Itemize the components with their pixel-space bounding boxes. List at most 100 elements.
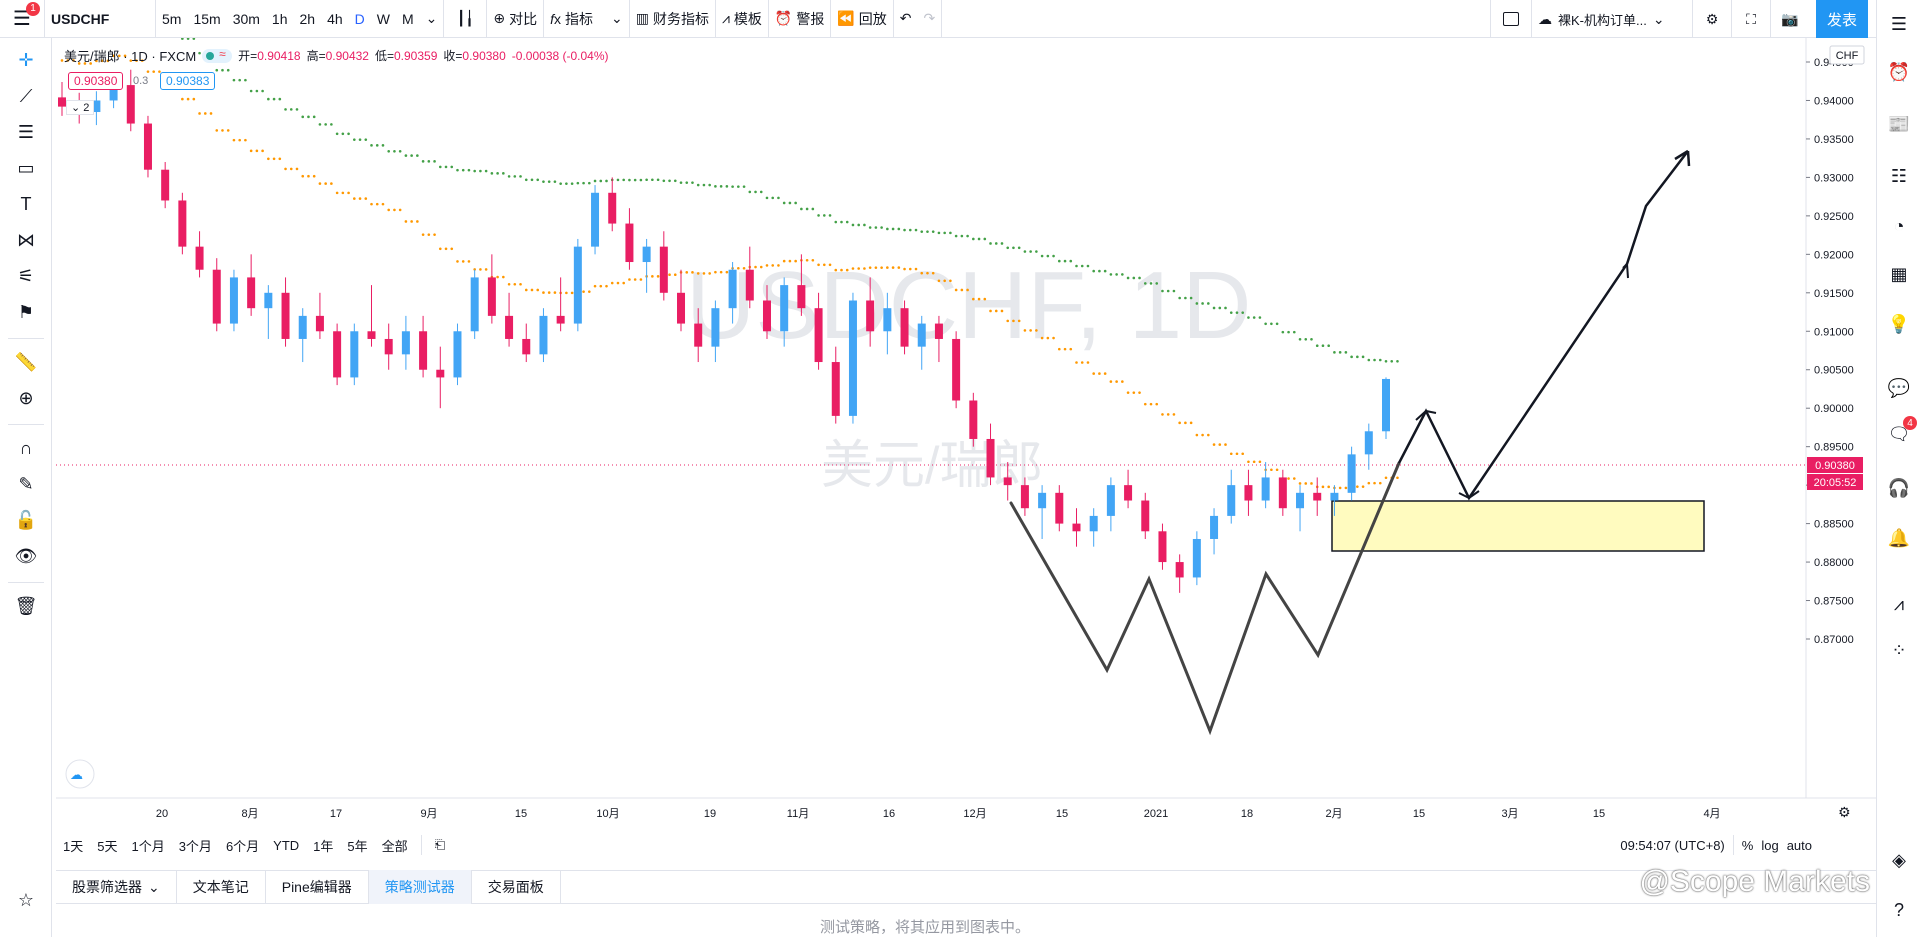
interval-1h[interactable]: 1h bbox=[271, 10, 288, 27]
range-5d[interactable]: 5天 bbox=[97, 838, 118, 854]
tab-pine-editor[interactable]: Pine编辑器 bbox=[266, 870, 369, 904]
ma-dot bbox=[771, 196, 775, 200]
chat-icon[interactable]: 🗨 4 bbox=[1885, 416, 1917, 448]
streams-icon[interactable]: 💬 bbox=[1887, 377, 1911, 398]
settings-button[interactable]: ⚙ bbox=[1693, 0, 1731, 38]
indicators-collapse-button[interactable]: ⌄ 2 bbox=[66, 100, 95, 115]
projection-path[interactable] bbox=[1397, 150, 1689, 501]
watchlist-icon[interactable]: ☰ bbox=[1890, 13, 1908, 34]
ma-dot bbox=[863, 223, 866, 227]
ma-dot bbox=[461, 168, 465, 172]
tab-strategy-tester[interactable]: 策略测试器 bbox=[368, 870, 472, 904]
alarm-clock-icon[interactable]: ⏰ bbox=[1887, 61, 1911, 82]
range-1d[interactable]: 1天 bbox=[63, 838, 84, 854]
layout-toggle-button[interactable] bbox=[1491, 0, 1531, 38]
magnet-icon[interactable]: ∩ bbox=[19, 437, 33, 458]
support-icon[interactable]: 🎧 bbox=[1887, 477, 1911, 498]
trendline-icon[interactable]: ⟋ bbox=[19, 85, 33, 106]
interval-30m[interactable]: 30m bbox=[232, 10, 260, 27]
currency-label[interactable]: CHF bbox=[1836, 50, 1859, 62]
data-window-icon[interactable]: ☷ bbox=[1890, 165, 1908, 186]
support-zone[interactable] bbox=[1331, 500, 1705, 552]
chart-type-button[interactable]: ┃╽ bbox=[444, 0, 486, 38]
trash-icon[interactable]: 🗑 bbox=[14, 595, 38, 616]
tab-stock-screener[interactable]: 股票筛选器 ⌄ bbox=[56, 870, 177, 904]
interval-dropdown[interactable]: ⌄ bbox=[420, 0, 444, 38]
ma-dot bbox=[937, 279, 941, 283]
indicators-button[interactable]: fx 指标 ⌄ bbox=[544, 0, 629, 38]
calendar-icon[interactable]: ▦ bbox=[1890, 263, 1908, 284]
interval-m[interactable]: M bbox=[402, 10, 414, 27]
depth-icon[interactable]: ⁘ bbox=[1891, 639, 1907, 660]
notifications-icon[interactable]: 🔔 bbox=[1887, 527, 1911, 548]
interval-15m[interactable]: 15m bbox=[193, 10, 221, 27]
tab-text-notes[interactable]: 文本笔记 bbox=[177, 870, 266, 904]
news-icon[interactable]: 📰 bbox=[1887, 113, 1911, 134]
legend-title[interactable]: 美元/瑞郎 · 1D · FXCM bbox=[64, 49, 197, 64]
order-panel-icon[interactable]: ⩘ bbox=[1893, 593, 1905, 614]
zoom-in-icon[interactable]: ⊕ bbox=[18, 387, 34, 408]
pencil-lock-icon[interactable]: ✎ bbox=[18, 473, 34, 494]
fullscreen-button[interactable]: ⛶ bbox=[1732, 0, 1770, 38]
log-toggle[interactable]: log bbox=[1761, 837, 1779, 853]
symbol-search-button[interactable]: USDCHF bbox=[51, 10, 110, 27]
tv-logo-icon[interactable] bbox=[65, 759, 95, 789]
hotlist-icon[interactable]: ◔ bbox=[1893, 215, 1905, 236]
auto-toggle[interactable]: auto bbox=[1786, 837, 1812, 853]
sell-price-box[interactable]: 0.90380 bbox=[68, 72, 124, 90]
interval-d[interactable]: D bbox=[354, 10, 365, 27]
clock-label[interactable]: 09:54:07 (UTC+8) bbox=[1620, 837, 1725, 853]
range-ytd[interactable]: YTD bbox=[273, 837, 300, 853]
horizontal-lines-icon[interactable]: ☰ bbox=[17, 121, 35, 142]
redo-button[interactable]: ↷ bbox=[918, 0, 942, 38]
star-icon[interactable]: ☆ bbox=[17, 889, 35, 910]
time-axis-settings-icon[interactable]: ⚙ bbox=[1838, 804, 1851, 820]
ma-dot bbox=[1092, 269, 1095, 273]
alert-button[interactable]: ⏰ 警报 bbox=[769, 0, 830, 38]
help-icon[interactable]: ? bbox=[1893, 899, 1904, 920]
publish-button[interactable]: 发表 bbox=[1816, 0, 1868, 38]
range-5y[interactable]: 5年 bbox=[347, 838, 368, 854]
interval-5m[interactable]: 5m bbox=[162, 10, 182, 27]
cloud-icon: ☁ bbox=[1538, 10, 1552, 27]
compare-button[interactable]: ⊕ 对比 bbox=[487, 0, 543, 38]
goto-date-icon[interactable]: ⎗ bbox=[434, 837, 446, 852]
ma-dot bbox=[123, 54, 127, 58]
ideas-icon[interactable]: 💡 bbox=[1887, 313, 1911, 334]
zigzag-pattern[interactable] bbox=[1009, 461, 1401, 736]
range-all[interactable]: 全部 bbox=[381, 838, 408, 854]
rectangle-tool-icon[interactable]: ▭ bbox=[17, 157, 35, 178]
range-6m[interactable]: 6个月 bbox=[225, 838, 260, 854]
range-1m[interactable]: 1个月 bbox=[131, 838, 165, 854]
ma-dot bbox=[593, 179, 597, 183]
pattern-tool-icon[interactable]: ⋈ bbox=[17, 229, 35, 250]
ma-dot bbox=[1075, 361, 1078, 364]
ma-dot bbox=[679, 181, 683, 184]
eye-icon[interactable]: 👁 bbox=[14, 545, 38, 566]
templates-button[interactable]: ⩘ 模板 bbox=[716, 0, 768, 38]
top-toolbar: ☰ 1 USDCHF 5m 15m 30m 1h 2h 4h D W M ⌄ ┃… bbox=[0, 0, 1920, 38]
snapshot-button[interactable]: 📷 bbox=[1771, 0, 1809, 38]
percent-toggle[interactable]: % bbox=[1741, 837, 1754, 853]
layers-icon[interactable]: ◈ bbox=[1892, 849, 1906, 870]
interval-w[interactable]: W bbox=[376, 10, 390, 27]
fib-icon[interactable]: ⚑ bbox=[17, 301, 35, 322]
financials-button[interactable]: ▥ 财务指标 bbox=[630, 0, 715, 38]
interval-2h[interactable]: 2h bbox=[299, 10, 316, 27]
tab-trading-panel[interactable]: 交易面板 bbox=[472, 870, 561, 904]
replay-button[interactable]: ⏪ 回放 bbox=[831, 0, 892, 38]
ruler-icon[interactable]: 📏 bbox=[14, 351, 38, 372]
buy-price-box[interactable]: 0.90383 bbox=[160, 72, 216, 90]
price-chart[interactable]: USDCHF, 1D 美元/瑞郎 0.945000.940000.935000.… bbox=[56, 38, 1876, 828]
prediction-tool-icon[interactable]: ⚟ bbox=[17, 265, 35, 286]
range-1y[interactable]: 1年 bbox=[313, 838, 334, 854]
ma-dot bbox=[502, 172, 505, 175]
undo-button[interactable]: ↶ bbox=[894, 0, 918, 38]
layout-select[interactable]: ☁ 裸K-机构订单... ⌄ bbox=[1532, 0, 1692, 38]
range-3m[interactable]: 3个月 bbox=[178, 838, 212, 854]
interval-4h[interactable]: 4h bbox=[327, 10, 343, 27]
crosshair-icon[interactable]: ✛ bbox=[18, 49, 34, 70]
lock-icon[interactable]: 🔓 bbox=[14, 509, 38, 530]
menu-button[interactable]: ☰ 1 bbox=[0, 0, 44, 38]
text-tool-icon[interactable]: T bbox=[20, 193, 32, 214]
